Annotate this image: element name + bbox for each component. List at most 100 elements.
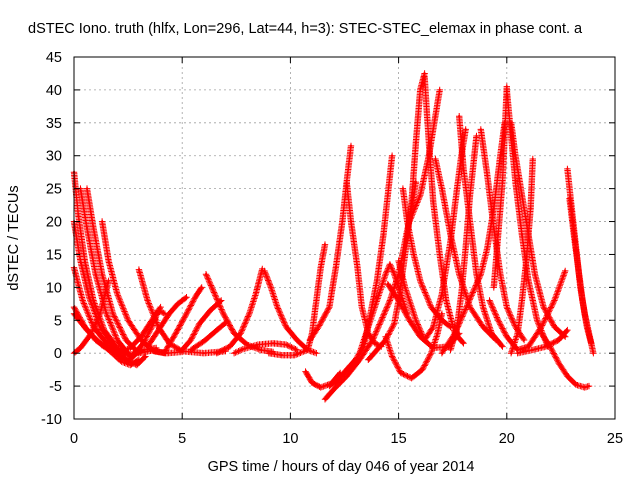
data-point (488, 299, 491, 302)
data-point (527, 345, 530, 348)
data-point (438, 253, 441, 256)
data-point (499, 273, 502, 276)
data-point (455, 187, 459, 190)
data-point (85, 187, 89, 190)
series-46 (566, 195, 595, 347)
data-point (142, 342, 145, 345)
data-point (100, 344, 104, 347)
data-point (520, 233, 524, 236)
data-point (105, 342, 108, 345)
data-point (116, 351, 119, 355)
data-point (263, 269, 266, 273)
data-point (198, 322, 201, 325)
x-tick-label: 25 (607, 431, 623, 447)
data-point (308, 338, 312, 342)
y-tick-label: 20 (46, 215, 62, 231)
data-point (189, 348, 193, 352)
data-point (371, 338, 374, 342)
data-point (382, 233, 385, 236)
data-point (364, 332, 368, 335)
data-point (440, 312, 444, 315)
data-point (408, 220, 411, 223)
data-point (434, 157, 437, 161)
data-point (163, 312, 167, 315)
data-point (531, 348, 534, 352)
series-42 (486, 267, 569, 354)
data-point (345, 368, 348, 371)
data-point (419, 279, 422, 282)
y-tick-label: 25 (46, 182, 62, 198)
data-point (496, 319, 500, 322)
series-5 (83, 185, 169, 357)
data-point (319, 386, 322, 389)
data-point (464, 128, 467, 131)
data-point (228, 345, 232, 348)
data-point (87, 296, 91, 299)
data-point (168, 312, 171, 315)
data-point (280, 353, 283, 357)
data-point (144, 355, 147, 358)
data-point (505, 85, 508, 88)
data-point (473, 154, 476, 157)
data-point (492, 286, 496, 289)
y-tick-label: 10 (46, 280, 62, 296)
data-point (544, 345, 547, 348)
data-point (457, 273, 461, 276)
series-27 (382, 310, 446, 382)
data-point (116, 292, 119, 296)
data-point (505, 335, 508, 338)
data-point (490, 332, 493, 335)
data-point (434, 115, 437, 118)
data-point (209, 309, 212, 312)
data-point (566, 328, 569, 332)
data-point (232, 332, 236, 335)
data-point (185, 296, 188, 299)
data-point (107, 279, 110, 282)
data-point (157, 328, 160, 332)
data-point (481, 305, 485, 309)
data-point (514, 154, 517, 157)
data-point (553, 325, 556, 329)
data-point (163, 350, 167, 354)
series-45 (538, 330, 593, 391)
data-point (85, 226, 89, 230)
data-point (137, 358, 141, 361)
data-point (315, 299, 318, 302)
data-point (269, 286, 273, 289)
y-tick-label: 30 (46, 149, 62, 165)
data-point (258, 348, 262, 352)
series-36 (438, 119, 508, 357)
data-point (589, 342, 593, 345)
data-point (94, 273, 97, 276)
data-point (445, 299, 448, 302)
data-point (356, 266, 359, 269)
series-18 (230, 340, 301, 357)
data-point (399, 371, 402, 375)
data-point (564, 269, 567, 273)
data-point (457, 332, 461, 335)
data-point (146, 345, 149, 348)
series-12 (161, 284, 205, 356)
data-point (345, 180, 348, 184)
y-tick-label: -10 (41, 412, 62, 428)
data-point (419, 88, 422, 92)
data-point (390, 154, 394, 157)
data-point (470, 292, 474, 296)
data-point (503, 134, 506, 138)
data-point (139, 335, 143, 338)
data-point (120, 360, 123, 363)
data-point (412, 253, 415, 256)
data-point (568, 197, 571, 200)
data-point (514, 180, 517, 184)
data-point (295, 348, 299, 352)
x-tick-label: 15 (391, 431, 407, 447)
data-point (583, 386, 586, 389)
data-point (146, 299, 149, 302)
data-point (440, 292, 444, 296)
data-point (116, 338, 119, 342)
data-point (540, 325, 543, 329)
data-point (239, 332, 242, 335)
data-point (341, 220, 344, 223)
y-tick-label: -5 (49, 379, 62, 395)
data-point (462, 167, 465, 171)
